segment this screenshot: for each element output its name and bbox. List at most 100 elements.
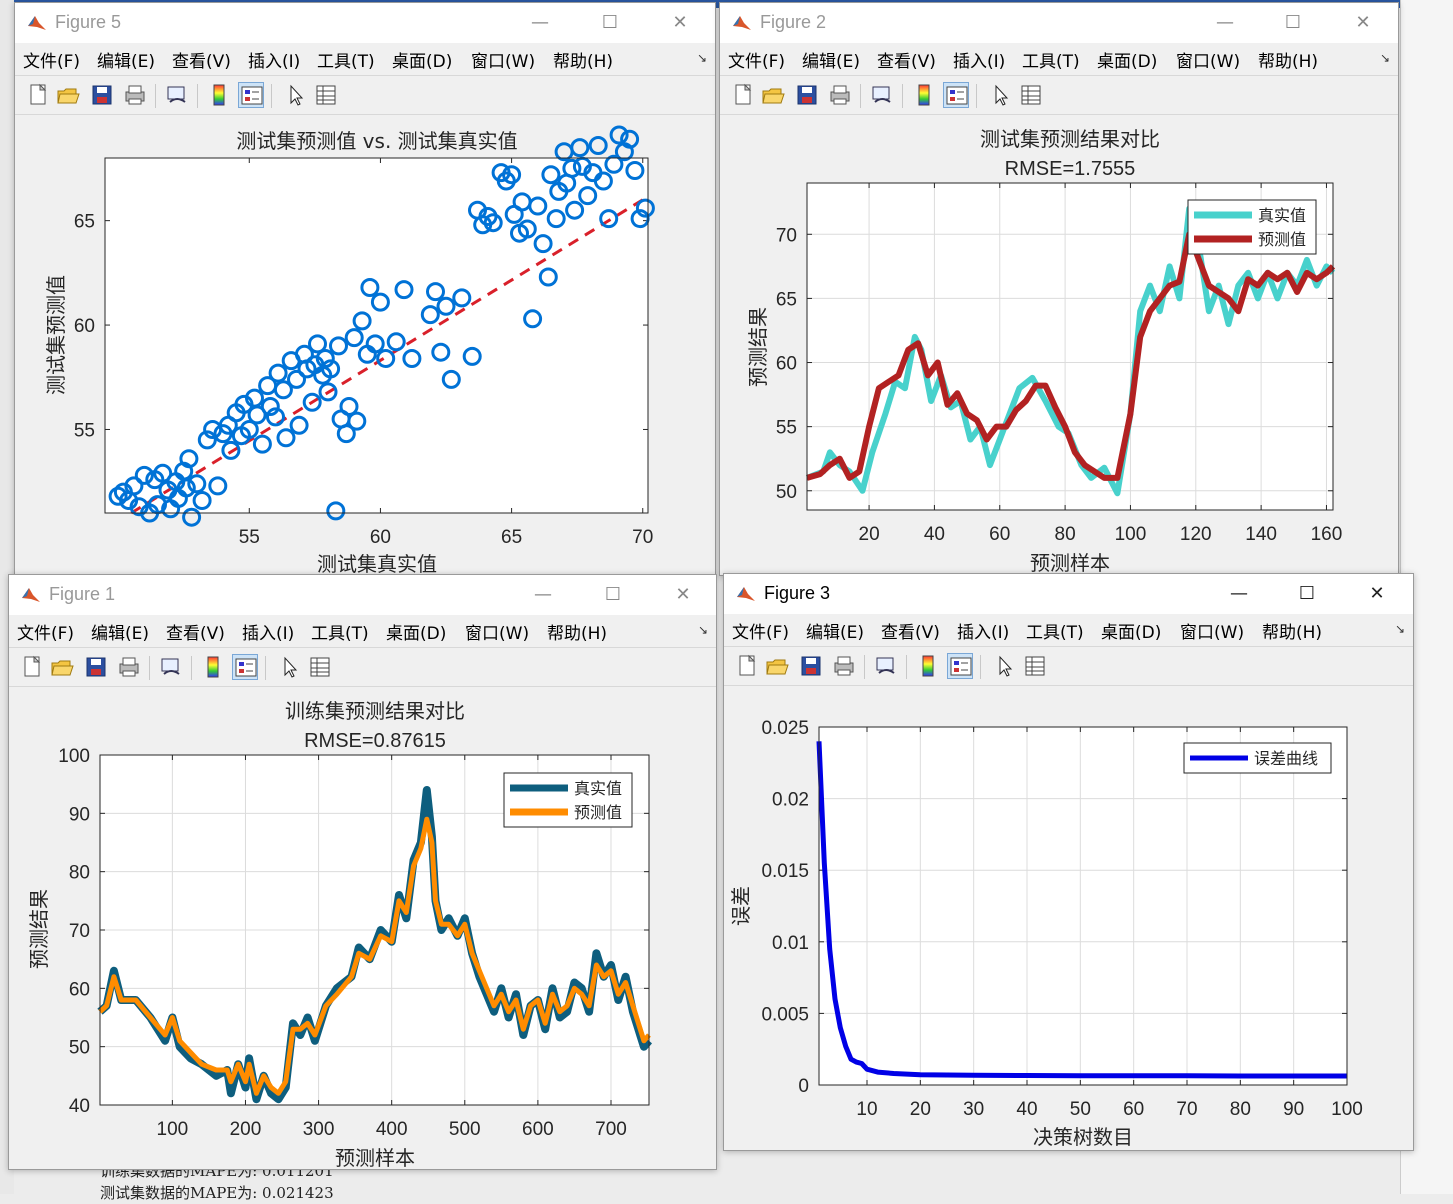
minimize-button[interactable]: — [1230,583,1248,604]
colorbar-icon[interactable] [200,654,226,680]
save-icon[interactable] [83,654,109,680]
menu-item-3[interactable]: 插入(I) [953,52,1006,72]
colorbar-icon[interactable] [206,82,232,108]
link-plot-icon[interactable] [873,653,899,679]
menu-item-7[interactable]: 帮助(H) [547,624,608,644]
maximize-button[interactable]: ☐ [601,12,619,33]
x-axis-label: 决策树数目 [1033,1125,1133,1149]
scatter-point [336,424,356,444]
maximize-button[interactable]: ☐ [604,584,622,605]
new-figure-icon[interactable] [19,654,45,680]
edit-plot-arrow-icon[interactable] [988,82,1014,108]
menu-item-6[interactable]: 窗口(W) [1180,623,1245,643]
open-file-icon[interactable] [49,654,75,680]
x-tick-label: 140 [1245,524,1277,545]
menu-item-1[interactable]: 编辑(E) [97,52,156,72]
new-figure-icon[interactable] [25,82,51,108]
menu-item-2[interactable]: 查看(V) [881,623,940,643]
title-bar[interactable]: Figure 3 — ☐ ✕ [724,574,1413,614]
open-file-icon[interactable] [55,82,81,108]
figure-window-5[interactable]: Figure 5 — ☐ ✕ 文件(F) 编辑(E) 查看(V) 插入(I) 工具(T)… [14,2,716,576]
new-figure-icon[interactable] [730,82,756,108]
close-button[interactable]: ✕ [1355,12,1371,33]
series-line-true [97,786,653,1104]
property-inspector-icon[interactable] [1018,82,1044,108]
legend-label: 真实值 [1258,206,1306,225]
dock-arrow-icon[interactable]: ↘ [1379,51,1390,65]
save-icon[interactable] [798,653,824,679]
x-tick-label: 60 [370,527,391,548]
menu-item-1[interactable]: 编辑(E) [91,624,150,644]
menu-item-6[interactable]: 窗口(W) [1176,52,1241,72]
edit-plot-arrow-icon[interactable] [283,82,309,108]
save-icon[interactable] [794,82,820,108]
menu-item-1[interactable]: 编辑(E) [806,623,865,643]
close-button[interactable]: ✕ [1369,583,1385,604]
close-button[interactable]: ✕ [675,584,691,605]
figure-window-1[interactable]: Figure 1 — ☐ ✕ 文件(F) 编辑(E) 查看(V) 插入(I) 工具(T)… [8,574,717,1170]
menu-item-6[interactable]: 窗口(W) [471,52,536,72]
open-file-icon[interactable] [764,653,790,679]
edit-plot-arrow-icon[interactable] [992,653,1018,679]
legend-icon[interactable] [238,82,264,108]
menu-item-3[interactable]: 插入(I) [242,624,295,644]
title-bar[interactable]: Figure 1 — ☐ ✕ [9,575,716,615]
link-plot-icon[interactable] [158,654,184,680]
maximize-button[interactable]: ☐ [1298,583,1316,604]
menu-item-2[interactable]: 查看(V) [166,624,225,644]
menu-item-7[interactable]: 帮助(H) [553,52,614,72]
close-button[interactable]: ✕ [672,12,688,33]
menu-item-7[interactable]: 帮助(H) [1258,52,1319,72]
menu-item-5[interactable]: 桌面(D) [392,52,453,72]
print-icon[interactable] [827,82,853,108]
property-inspector-icon[interactable] [307,654,333,680]
dock-arrow-icon[interactable]: ↘ [696,51,707,65]
property-inspector-icon[interactable] [313,82,339,108]
colorbar-icon[interactable] [915,653,941,679]
title-bar[interactable]: Figure 5 — ☐ ✕ [15,3,715,43]
open-file-icon[interactable] [760,82,786,108]
link-plot-icon[interactable] [869,82,895,108]
print-icon[interactable] [122,82,148,108]
menu-item-0[interactable]: 文件(F) [23,52,81,72]
menu-item-1[interactable]: 编辑(E) [802,52,861,72]
dock-arrow-icon[interactable]: ↘ [1394,622,1405,636]
legend-icon[interactable] [947,653,973,679]
menu-item-0[interactable]: 文件(F) [728,52,786,72]
minimize-button[interactable]: — [1216,12,1234,33]
menu-item-5[interactable]: 桌面(D) [1101,623,1162,643]
menu-item-4[interactable]: 工具(T) [1022,52,1080,72]
print-icon[interactable] [831,653,857,679]
menu-item-4[interactable]: 工具(T) [1026,623,1084,643]
edit-plot-arrow-icon[interactable] [277,654,303,680]
print-icon[interactable] [116,654,142,680]
menu-item-2[interactable]: 查看(V) [172,52,231,72]
colorbar-icon[interactable] [911,82,937,108]
property-inspector-icon[interactable] [1022,653,1048,679]
minimize-button[interactable]: — [531,12,549,33]
dock-arrow-icon[interactable]: ↘ [697,623,708,637]
legend-icon[interactable] [232,654,258,680]
figure-window-3[interactable]: Figure 3 — ☐ ✕ 文件(F) 编辑(E) 查看(V) 插入(I) 工具(T)… [723,573,1414,1151]
menu-item-0[interactable]: 文件(F) [732,623,790,643]
menu-item-4[interactable]: 工具(T) [317,52,375,72]
scatter-point [541,165,561,185]
save-icon[interactable] [89,82,115,108]
new-figure-icon[interactable] [734,653,760,679]
menu-item-6[interactable]: 窗口(W) [465,624,530,644]
link-plot-icon[interactable] [164,82,190,108]
menu-item-2[interactable]: 查看(V) [877,52,936,72]
menu-item-3[interactable]: 插入(I) [248,52,301,72]
menu-item-7[interactable]: 帮助(H) [1262,623,1323,643]
x-tick-label: 400 [376,1119,408,1140]
menu-item-4[interactable]: 工具(T) [311,624,369,644]
menu-item-3[interactable]: 插入(I) [957,623,1010,643]
figure-window-2[interactable]: Figure 2 — ☐ ✕ 文件(F) 编辑(E) 查看(V) 插入(I) 工具(T)… [719,2,1399,576]
menu-item-0[interactable]: 文件(F) [17,624,75,644]
legend-icon[interactable] [943,82,969,108]
maximize-button[interactable]: ☐ [1284,12,1302,33]
title-bar[interactable]: Figure 2 — ☐ ✕ [720,3,1398,43]
menu-item-5[interactable]: 桌面(D) [386,624,447,644]
minimize-button[interactable]: — [534,584,552,605]
menu-item-5[interactable]: 桌面(D) [1097,52,1158,72]
